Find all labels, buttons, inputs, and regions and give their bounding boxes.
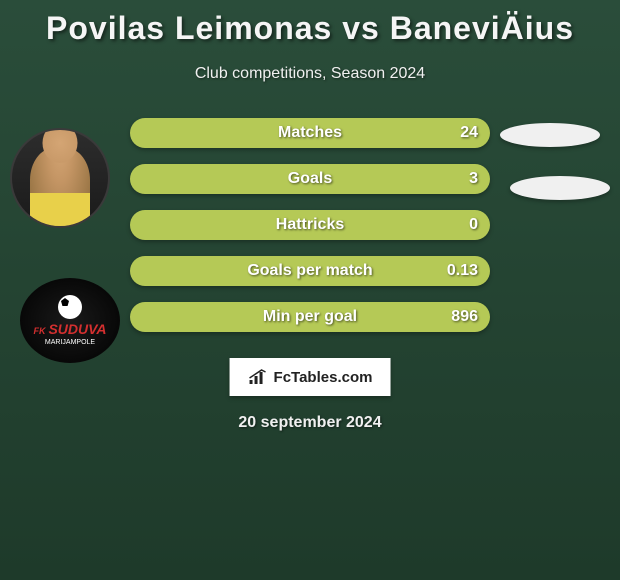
club-logo: FK SUDUVA MARIJAMPOLE [20,278,120,363]
brand-text: FcTables.com [274,369,373,386]
stat-label: Goals [288,170,332,188]
stat-value: 0 [469,216,478,234]
stat-bar-goals: Goals 3 [130,164,490,194]
club-fk-text: FK [33,326,45,336]
player-silhouette-icon [30,148,90,228]
stat-value: 24 [460,124,478,142]
soccer-ball-icon [58,295,82,319]
stat-label: Min per goal [263,308,357,326]
club-main-text: SUDUVA [48,321,106,337]
page-title: Povilas Leimonas vs BaneviÄius [0,10,620,47]
stat-label: Hattricks [276,216,344,234]
stat-label: Matches [278,124,342,142]
comparison-oval-1 [500,123,600,147]
player-avatar [10,128,110,228]
content-area: FK SUDUVA MARIJAMPOLE Matches 24 Goals 3… [0,118,620,348]
date-text: 20 september 2024 [238,414,381,432]
stat-value: 0.13 [447,262,478,280]
page-subtitle: Club competitions, Season 2024 [0,65,620,83]
stat-bar-min-per-goal: Min per goal 896 [130,302,490,332]
header: Povilas Leimonas vs BaneviÄius Club comp… [0,0,620,83]
comparison-oval-2 [510,176,610,200]
left-avatars-column: FK SUDUVA MARIJAMPOLE [0,118,130,348]
chart-icon [248,368,268,386]
stat-value: 896 [451,308,478,326]
stat-value: 3 [469,170,478,188]
club-logo-fk: FK SUDUVA [33,321,106,337]
right-ovals-column [500,118,620,348]
club-sub-text: MARIJAMPOLE [45,339,95,346]
stat-bar-goals-per-match: Goals per match 0.13 [130,256,490,286]
brand-badge: FcTables.com [230,358,391,396]
stats-bars: Matches 24 Goals 3 Hattricks 0 Goals per… [130,118,500,348]
stat-bar-hattricks: Hattricks 0 [130,210,490,240]
stat-bar-matches: Matches 24 [130,118,490,148]
stat-label: Goals per match [247,262,372,280]
